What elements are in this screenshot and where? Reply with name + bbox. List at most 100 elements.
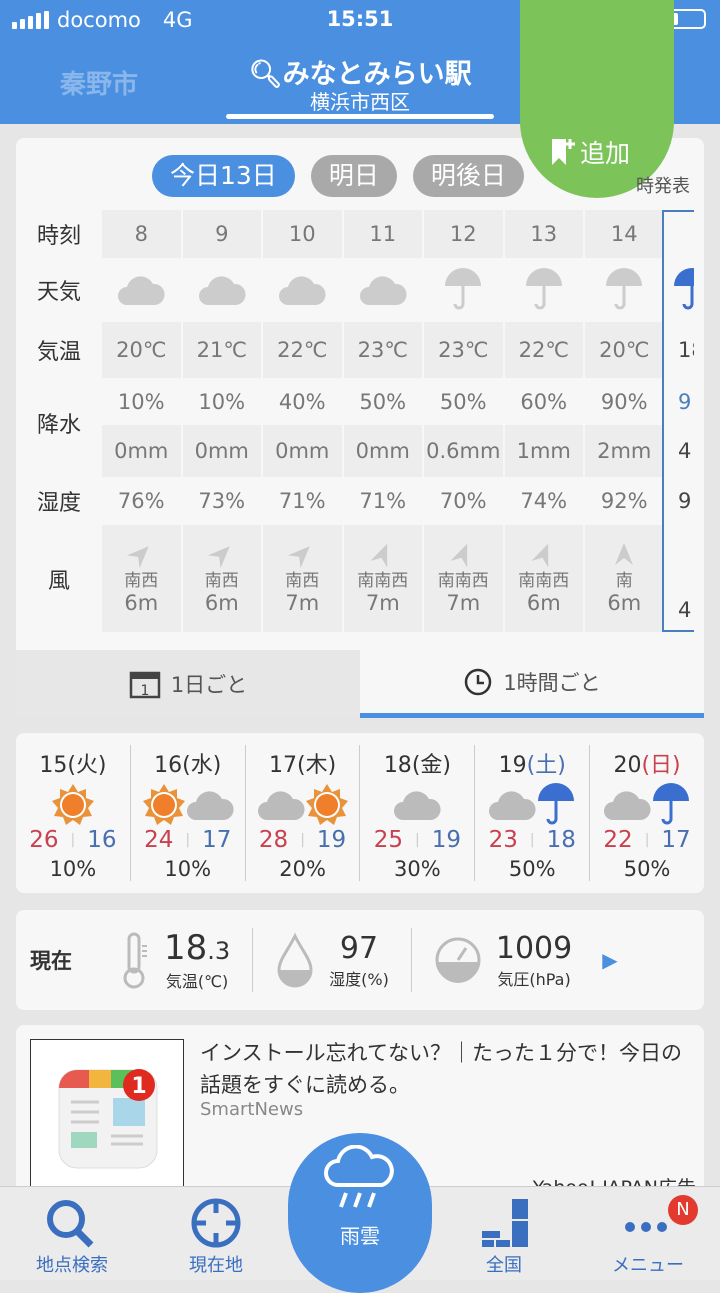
hourly-cell-weather [183,258,263,322]
row-label: 気温 [36,340,81,365]
signal-icon [12,11,49,29]
high-temp: 24 [144,827,174,853]
hourly-cell-temp: 23℃ [424,322,505,378]
current-pressure: 1009 [495,930,573,966]
umbrella-icon [445,268,482,310]
ad-image[interactable]: 1 [30,1039,184,1199]
umbrella-icon [538,783,575,825]
weekly-day[interactable]: 19(土) 23 | 18 50% [475,745,591,881]
japan-map-icon [482,1199,528,1247]
partial-cell: 9 [678,489,692,513]
sun-icon [51,784,94,825]
partial-cell: 18 [678,338,694,362]
hourly-cell-weather [102,258,183,322]
wind-arrow-icon [288,546,311,569]
umbrella-icon [653,783,690,825]
ad-source: SmartNews [200,1099,304,1120]
precip-chance: 30% [394,857,441,881]
weekly-day[interactable]: 17(木) 28 | 19 20% [246,745,361,881]
sun-icon [142,784,185,825]
umbrella-icon [606,268,643,310]
high-temp: 26 [29,827,59,853]
day-tab[interactable]: 明日 [310,155,397,197]
hourly-cell-humidity: 71% [344,477,424,525]
precip-chance: 10% [164,857,212,881]
wind-arrow-icon [450,543,468,568]
current-conditions-card[interactable]: 現在 18.3 気温(℃) 97 湿度(%) 1009 気圧(hPa) ▶ [16,910,704,1010]
humidity-drop-icon [277,932,313,988]
hourly-cell-amount: 0.6mm [424,425,505,477]
hourly-view-button[interactable]: 1時間ごと [360,650,704,718]
hourly-cell-amount: 2mm [585,425,666,477]
rain-cloud-icon [324,1144,394,1208]
wind-arrow-icon [127,546,150,569]
nav-menu[interactable]: メニュー N [588,1187,708,1277]
hourly-cell-weather [505,258,585,322]
cloud-icon [198,276,246,305]
cloud-icon [279,276,326,305]
hourly-cell-weather [263,258,344,322]
clock: 15:51 [326,7,394,31]
hourly-cell-humidity: 92% [585,477,666,525]
cloud-icon [118,276,165,305]
partial-cell: 4 [678,598,692,622]
hourly-cell-chance: 10% [183,378,263,425]
nav-current-location[interactable]: 現在地 [156,1187,276,1277]
weekly-day[interactable]: 18(金) 25 | 19 30% [360,745,476,881]
hourly-cell-humidity: 74% [505,477,585,525]
search-icon: 🔍︎ [248,59,283,90]
weekly-card[interactable]: 15(火) 26 | 16 10% 16(水) 24 | 17 10% 17(木) 28 | 19 20% 1… [16,733,704,893]
hourly-cell-amount: 0mm [102,425,183,477]
location-title[interactable]: 🔍︎みなとみらい駅 [248,59,472,90]
weekly-day[interactable]: 16(水) 24 | 17 10% [131,745,246,881]
hourly-cell-chance: 60% [505,378,585,425]
chevron-right-icon[interactable]: ▶ [602,948,618,972]
hourly-cell-amount: 0mm [343,425,424,477]
high-temp: 28 [258,827,289,853]
partial-cell: 4 [678,439,692,463]
row-label: 天気 [36,280,81,305]
nav-rain-radar[interactable]: 雨雲 [288,1133,432,1293]
hourly-cell-time: 10 [263,210,344,258]
hourly-cell-wind: 南西 6m [102,525,183,632]
weekly-day[interactable]: 15(火) 26 | 16 10% [16,745,131,881]
weekly-day[interactable]: 20(日) 22 | 17 50% [603,753,691,881]
hourly-cell-humidity: 70% [424,477,505,525]
svg-text:1: 1 [140,683,149,699]
sun-icon [305,784,348,825]
clock-icon [465,668,492,695]
high-temp: 22 [603,827,633,853]
previous-location-tab[interactable]: 秦野市 [60,70,139,100]
add-bookmark-button[interactable]: 追加 [520,0,674,198]
row-temp: 気温 20℃ 21℃ 22℃ 23℃ 23℃ 22℃ 20℃ [16,322,704,378]
low-temp: 19 [316,827,347,853]
wind-arrow-icon [207,546,230,569]
nav-search[interactable]: 地点検索 [12,1187,132,1277]
cloud-icon [359,276,407,305]
current-humidity: 97 [339,930,379,966]
ad-text[interactable]: インストール忘れてない？｜たった１分で！今日の話題をすぐに読める。 [200,1041,682,1097]
row-wind: 風南西 6m 南西 6m 南西 7m 南南西 7m 南南西 7m 南南西 6m 南 6m [16,525,704,632]
hourly-cell-wind: 南南西 7m [424,525,505,632]
hourly-cell-amount: 0mm [263,425,344,477]
day-tab[interactable]: 今日13日 [152,155,295,197]
page-indicator [226,114,494,119]
row-label: 降水 [36,413,81,438]
more-dots-icon [625,1222,667,1232]
low-temp: 17 [661,827,691,853]
nav-national[interactable]: 全国 [444,1187,564,1277]
network: 4G [162,8,193,32]
partial-cell: 9 [678,389,692,414]
row-label: 風 [47,568,70,594]
hourly-cell-weather [585,258,666,322]
hourly-cell-time: 12 [424,210,505,258]
umbrella-icon [525,268,562,310]
row-time: 時刻 8 9 10 11 12 13 14 [16,210,704,258]
daily-view-button[interactable]: 1 1日ごと [16,650,360,718]
low-temp: 17 [202,827,232,853]
crosshair-icon [191,1198,241,1248]
low-temp: 16 [87,827,117,853]
hourly-cell-humidity: 71% [263,477,344,525]
day-tab[interactable]: 明後日 [412,155,524,197]
hourly-cell-amount: 1mm [504,425,585,477]
